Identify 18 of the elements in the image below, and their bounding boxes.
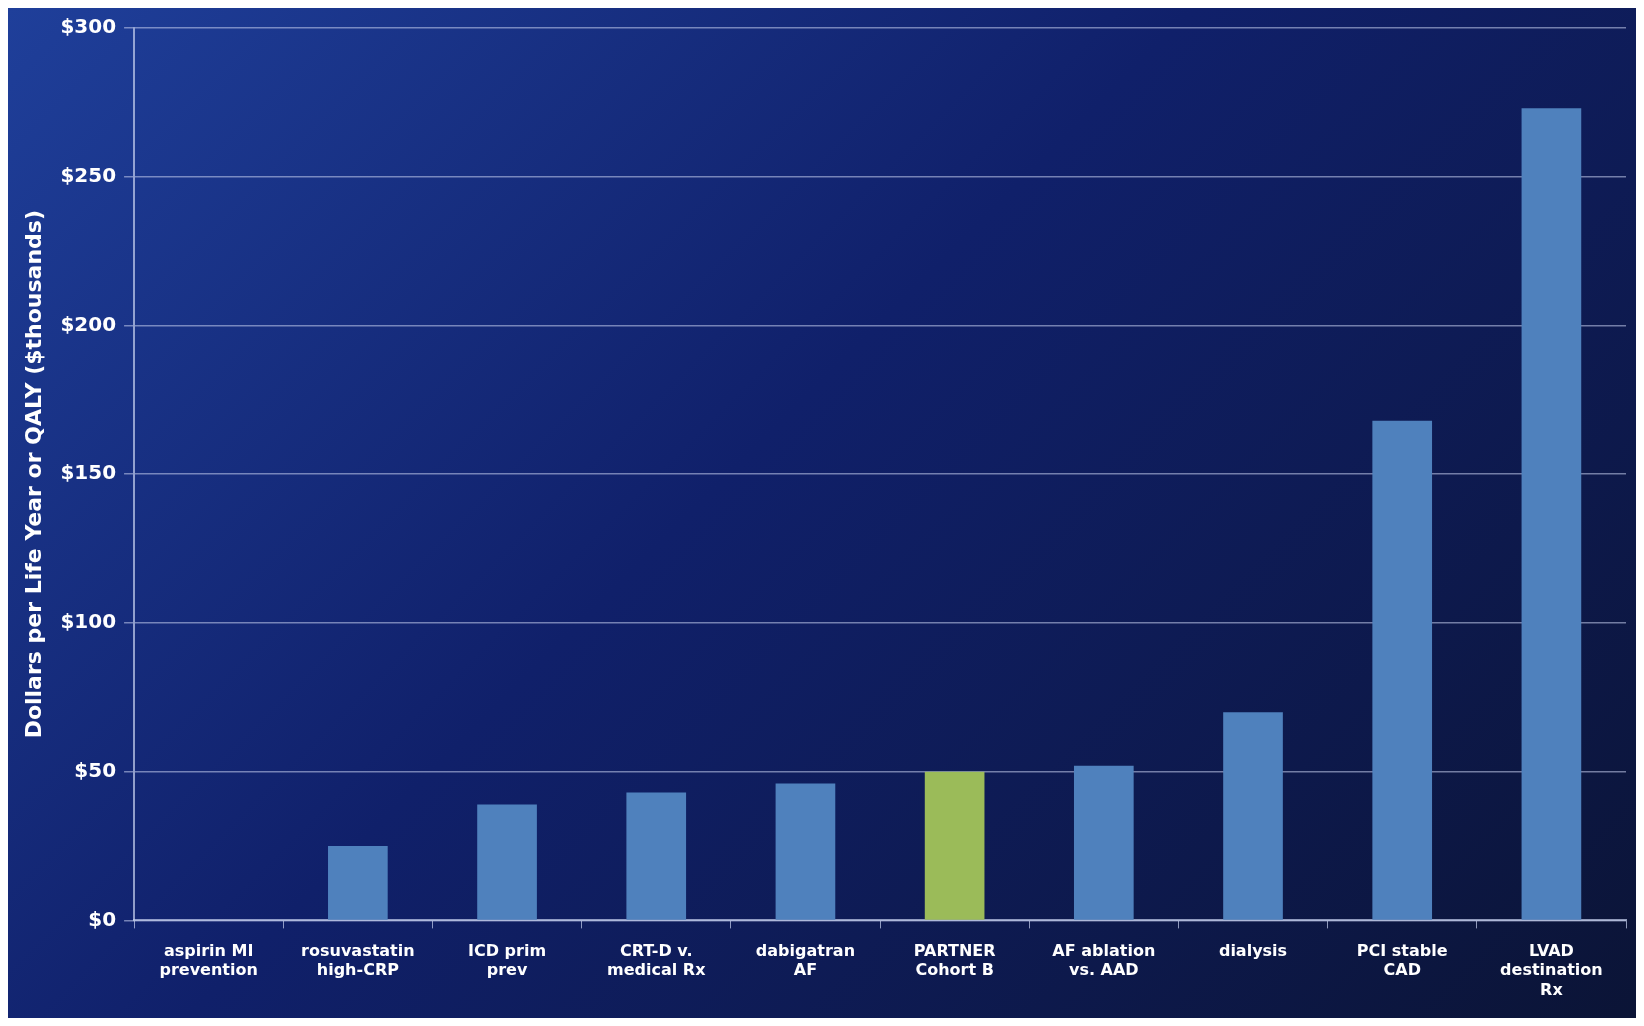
- y-tick-label: $50: [74, 757, 117, 782]
- x-tick-label: dialysis: [1218, 941, 1288, 961]
- x-tick-label: LVAD destination Rx: [1500, 941, 1603, 999]
- x-tick-label: PCI stable CAD: [1356, 941, 1448, 980]
- y-axis-title: Dollars per Life Year or QALY ($thousands): [20, 210, 46, 739]
- y-tick-label: $200: [60, 311, 117, 336]
- x-tick-label: PARTNER Cohort B: [913, 941, 996, 980]
- y-tick-label: $0: [88, 906, 117, 931]
- y-tick-label: $150: [60, 460, 117, 485]
- x-tick-label: AF ablation vs. AAD: [1052, 941, 1156, 980]
- x-tick-label: rosuvastatin high-CRP: [301, 941, 415, 980]
- x-tick-label: ICD prim prev: [468, 941, 547, 980]
- x-tick-label: CRT-D v. medical Rx: [607, 941, 707, 980]
- x-tick-label: aspirin MI prevention: [159, 941, 258, 980]
- y-tick-label: $300: [60, 14, 117, 39]
- y-tick-label: $250: [60, 162, 117, 187]
- y-tick-label: $100: [60, 609, 117, 634]
- x-tick-label: dabigatran AF: [755, 941, 856, 980]
